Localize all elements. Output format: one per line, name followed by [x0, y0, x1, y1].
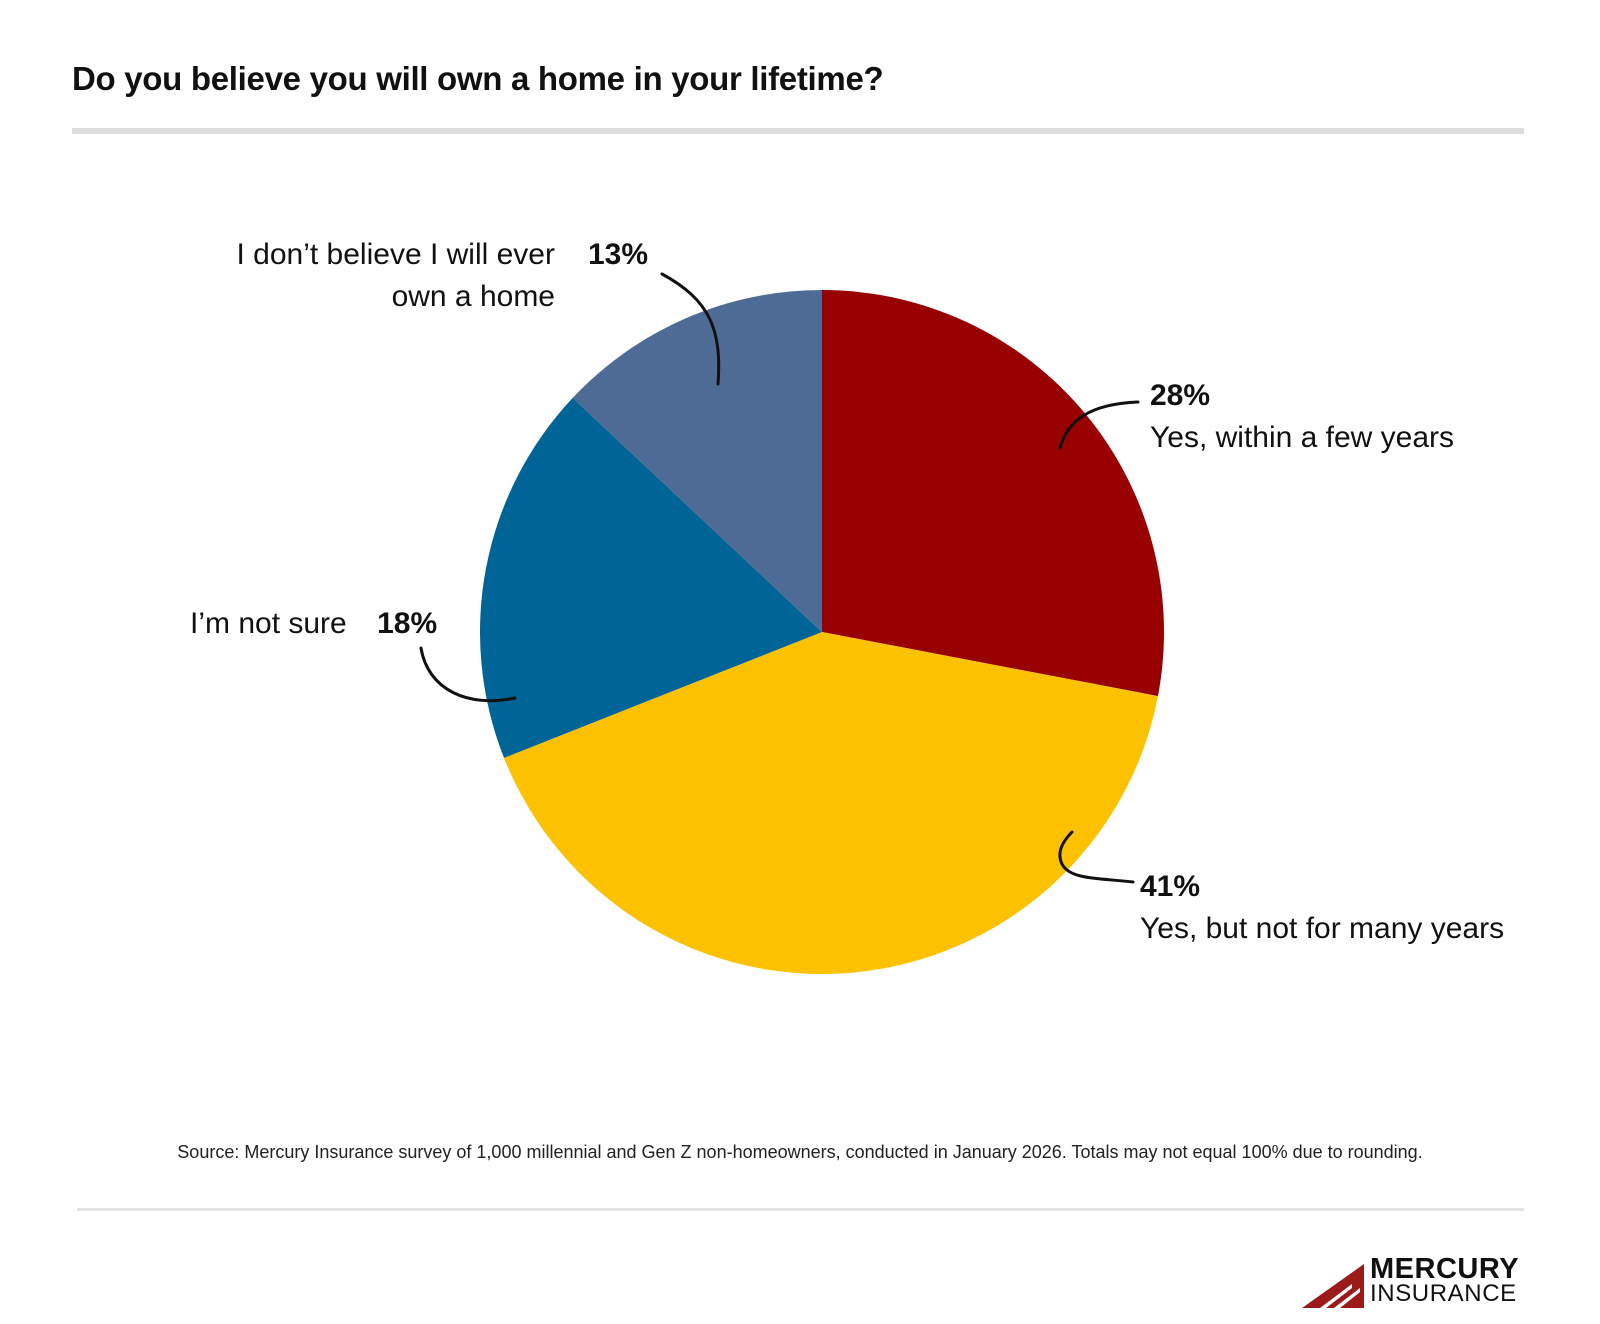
- slice-label-not-sure: I’m not sure 18%: [190, 603, 437, 645]
- slice-category-label: I don’t believe I will ever own a home: [236, 238, 556, 313]
- slice-label-yes-few-years: 28% Yes, within a few years: [1150, 375, 1454, 459]
- logo-wordmark-line2: INSURANCE: [1370, 1280, 1517, 1307]
- leader-line-never: [660, 272, 721, 386]
- slice-category-label: I’m not sure: [190, 607, 347, 640]
- mercury-insurance-logo: MERCURY INSURANCE: [1302, 1253, 1528, 1308]
- leader-line-yes-many-years: [1058, 830, 1135, 884]
- slice-value-label-never: 13%: [588, 238, 649, 271]
- chart-title: Do you believe you will own a home in yo…: [72, 60, 884, 97]
- pie-slice-3: [572, 290, 822, 632]
- title-divider: [72, 128, 1524, 134]
- pie-slice-0: [822, 290, 1165, 697]
- slice-value-label: 41%: [1140, 870, 1201, 903]
- slice-value-label: 18%: [377, 607, 438, 640]
- logo-mark-icon: [1302, 1264, 1364, 1308]
- slice-label-yes-many-years: 41% Yes, but not for many years: [1140, 866, 1504, 950]
- footer-divider: [77, 1208, 1524, 1211]
- pie-slice-1: [504, 632, 1158, 974]
- leader-line-not-sure: [419, 646, 517, 703]
- slice-category-label: Yes, within a few years: [1150, 421, 1455, 454]
- logo-wordmark-line1: MERCURY: [1370, 1253, 1520, 1285]
- slice-value-label: 28%: [1150, 379, 1211, 412]
- slice-label-never: I don’t believe I will ever own a home: [190, 234, 556, 318]
- leader-line-yes-few-years: [1058, 400, 1140, 450]
- source-note: Source: Mercury Insurance survey of 1,00…: [177, 1142, 1423, 1162]
- slice-category-label: Yes, but not for many years: [1140, 912, 1505, 945]
- pie-slice-2: [480, 397, 822, 758]
